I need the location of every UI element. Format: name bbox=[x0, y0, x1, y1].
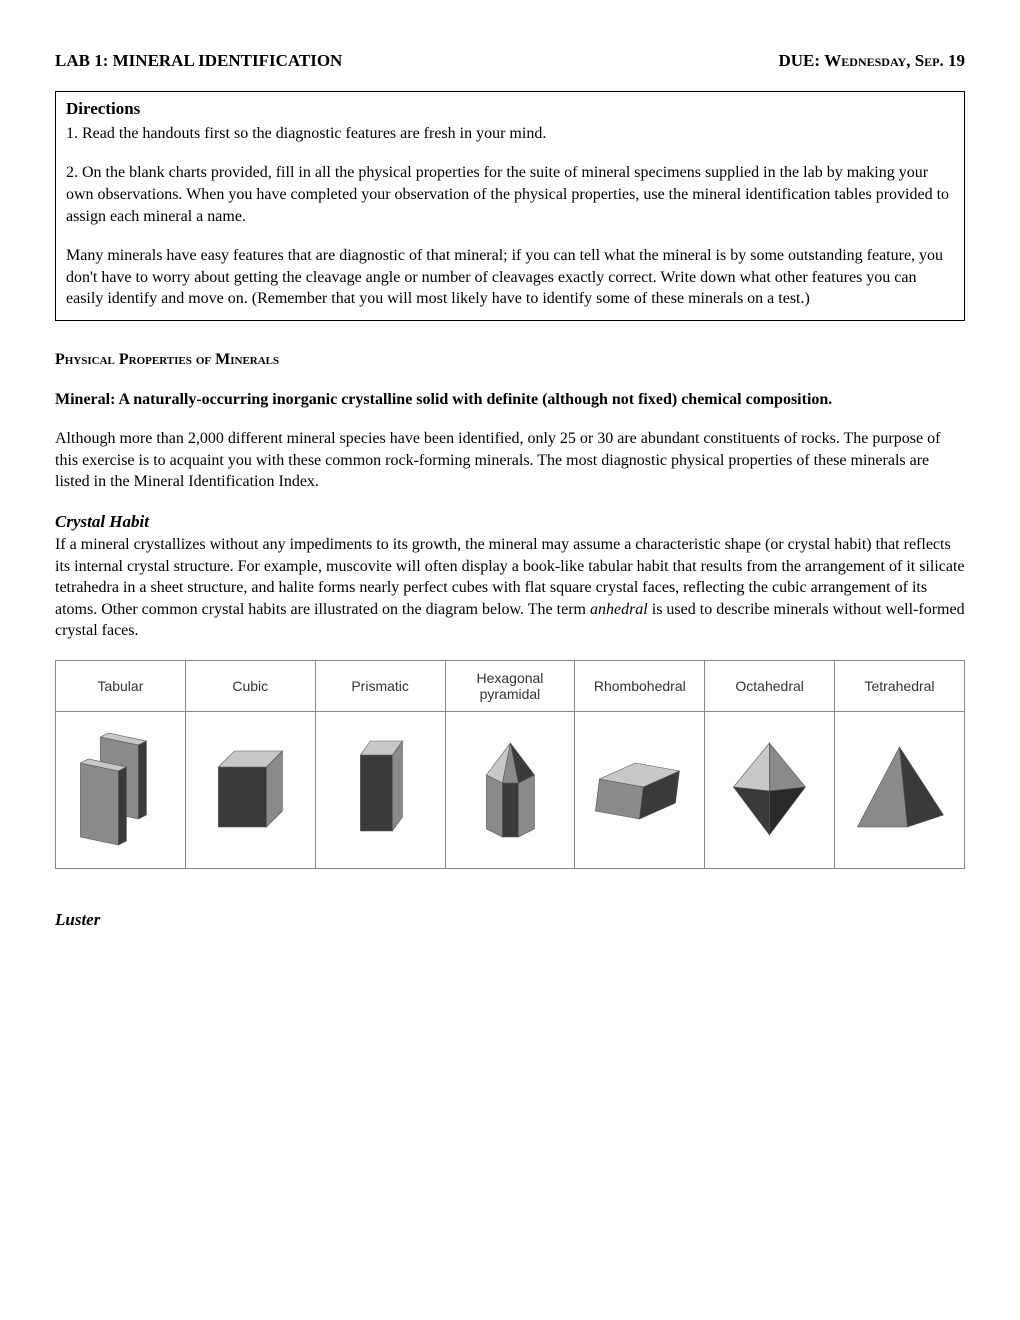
tetrahedral-icon bbox=[839, 727, 960, 847]
tabular-icon bbox=[60, 727, 181, 847]
lab-prefix: LAB 1: bbox=[55, 51, 113, 70]
crystal-habit-table: Tabular Cubic Prismatic Hexagonal pyrami… bbox=[55, 660, 965, 869]
mineral-definition: Mineral: A naturally-occurring inorganic… bbox=[55, 389, 965, 411]
section-heading-physical-properties: Physical Properties of Minerals bbox=[55, 349, 965, 371]
habit-table-shape-row bbox=[56, 711, 965, 868]
subheading-crystal-habit: Crystal Habit bbox=[55, 511, 965, 534]
hexagonal-pyramidal-icon bbox=[450, 727, 571, 847]
crystal-habit-paragraph: If a mineral crystallizes without any im… bbox=[55, 534, 965, 642]
habit-header-cubic: Cubic bbox=[185, 660, 315, 711]
habit-text-ital: anhedral bbox=[590, 601, 648, 618]
rhombohedral-icon bbox=[579, 727, 700, 847]
habit-header-prismatic: Prismatic bbox=[315, 660, 445, 711]
shape-cell-rhombohedral bbox=[575, 711, 705, 868]
header-right: DUE: Wednesday, Sep. 19 bbox=[778, 50, 965, 73]
cubic-icon bbox=[190, 727, 311, 847]
directions-step-2: 2. On the blank charts provided, fill in… bbox=[66, 162, 954, 227]
due-date: Wednesday, Sep. 19 bbox=[824, 51, 965, 70]
shape-cell-tabular bbox=[56, 711, 186, 868]
habit-table-header-row: Tabular Cubic Prismatic Hexagonal pyrami… bbox=[56, 660, 965, 711]
directions-step-1: 1. Read the handouts first so the diagno… bbox=[66, 123, 954, 145]
intro-paragraph: Although more than 2,000 different miner… bbox=[55, 428, 965, 493]
shape-cell-prismatic bbox=[315, 711, 445, 868]
shape-cell-octahedral bbox=[705, 711, 835, 868]
subheading-luster: Luster bbox=[55, 909, 965, 932]
habit-header-tabular: Tabular bbox=[56, 660, 186, 711]
habit-header-rhombohedral: Rhombohedral bbox=[575, 660, 705, 711]
shape-cell-tetrahedral bbox=[835, 711, 965, 868]
prismatic-icon bbox=[320, 727, 441, 847]
habit-header-octahedral: Octahedral bbox=[705, 660, 835, 711]
page-header: LAB 1: MINERAL IDENTIFICATION DUE: Wedne… bbox=[55, 50, 965, 73]
shape-cell-hexagonal bbox=[445, 711, 575, 868]
due-prefix: DUE: bbox=[778, 51, 824, 70]
directions-box: Directions 1. Read the handouts first so… bbox=[55, 91, 965, 321]
habit-header-hexagonal: Hexagonal pyramidal bbox=[445, 660, 575, 711]
lab-title: MINERAL IDENTIFICATION bbox=[113, 51, 343, 70]
habit-header-tetrahedral: Tetrahedral bbox=[835, 660, 965, 711]
octahedral-icon bbox=[709, 727, 830, 847]
directions-note: Many minerals have easy features that ar… bbox=[66, 245, 954, 310]
directions-title: Directions bbox=[66, 98, 954, 121]
shape-cell-cubic bbox=[185, 711, 315, 868]
header-left: LAB 1: MINERAL IDENTIFICATION bbox=[55, 50, 342, 73]
